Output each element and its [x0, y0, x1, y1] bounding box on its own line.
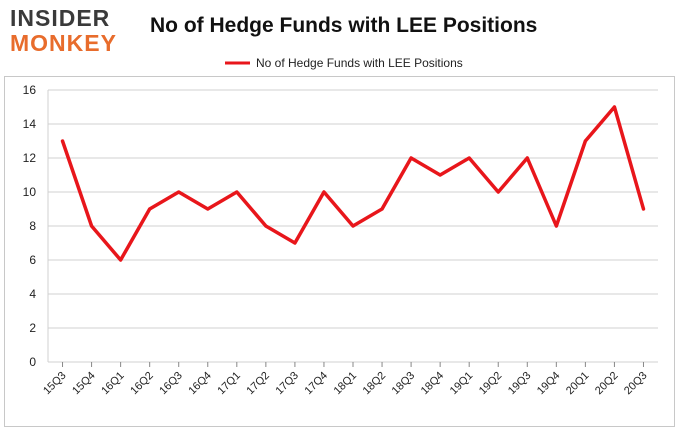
data-point: [380, 207, 384, 211]
x-tick-label: 18Q2: [361, 370, 389, 398]
series-group: [60, 105, 646, 262]
x-tick-label: 19Q3: [506, 370, 534, 398]
x-tick-label: 20Q1: [564, 370, 592, 398]
data-point: [467, 156, 471, 160]
data-point: [612, 105, 616, 109]
data-point: [641, 207, 645, 211]
y-tick-label: 8: [29, 219, 36, 233]
y-tick-label: 6: [29, 253, 36, 267]
data-point: [148, 207, 152, 211]
x-tick-label: 17Q2: [244, 370, 272, 398]
series-line-0: [60, 105, 646, 262]
legend: No of Hedge Funds with LEE Positions: [225, 56, 463, 70]
data-point: [583, 139, 587, 143]
x-tick-label: 16Q2: [128, 370, 156, 398]
x-tick-label: 18Q1: [332, 370, 360, 398]
x-tick-label: 18Q4: [419, 370, 447, 398]
data-point: [264, 224, 268, 228]
y-tick-label: 10: [23, 185, 37, 199]
data-point: [322, 190, 326, 194]
x-tick-label: 19Q2: [477, 370, 505, 398]
logo-word-monkey: MONKEY: [10, 30, 117, 56]
y-tick-label: 14: [23, 117, 37, 131]
y-tick-label: 16: [23, 83, 37, 97]
x-tick-label: 16Q4: [186, 370, 214, 398]
x-tick-label: 16Q1: [99, 370, 127, 398]
y-tick-label: 0: [29, 355, 36, 369]
x-tick-label: 15Q3: [41, 370, 69, 398]
data-point: [177, 190, 181, 194]
data-point: [496, 190, 500, 194]
x-tick-label: 16Q3: [157, 370, 185, 398]
x-tick-label: 18Q3: [390, 370, 418, 398]
legend-label: No of Hedge Funds with LEE Positions: [256, 56, 463, 70]
x-tick-label: 17Q1: [215, 370, 243, 398]
chart-title: No of Hedge Funds with LEE Positions: [150, 14, 538, 37]
y-axis-ticks: 0 2 4 6 8 10 12 14 16: [23, 83, 37, 369]
x-tick-label: 20Q3: [622, 370, 650, 398]
x-tick-label: 19Q4: [535, 370, 563, 398]
x-tick-label: 20Q2: [593, 370, 621, 398]
chart-frame: [4, 76, 675, 427]
y-tick-label: 2: [29, 321, 36, 335]
data-point: [351, 224, 355, 228]
x-axis-ticks: 15Q3 15Q4 16Q1 16Q2 16Q3 16Q4 17Q1 17Q2 17Q3 17Q4…: [41, 362, 650, 398]
logo-word-insider: INSIDER: [10, 5, 111, 31]
data-point: [293, 241, 297, 245]
data-point: [554, 224, 558, 228]
data-point: [206, 207, 210, 211]
data-point: [235, 190, 239, 194]
insider-monkey-logo: INSIDER MONKEY: [10, 6, 128, 56]
data-point: [525, 156, 529, 160]
x-tick-label: 17Q3: [274, 370, 302, 398]
y-tick-label: 4: [29, 287, 36, 301]
data-point: [61, 139, 65, 143]
y-tick-label: 12: [23, 151, 37, 165]
data-point: [409, 156, 413, 160]
x-tick-label: 15Q4: [70, 370, 98, 398]
data-point: [438, 173, 442, 177]
data-point: [119, 258, 123, 262]
x-tick-label: 17Q4: [303, 370, 331, 398]
data-point: [90, 224, 94, 228]
x-tick-label: 19Q1: [448, 370, 476, 398]
